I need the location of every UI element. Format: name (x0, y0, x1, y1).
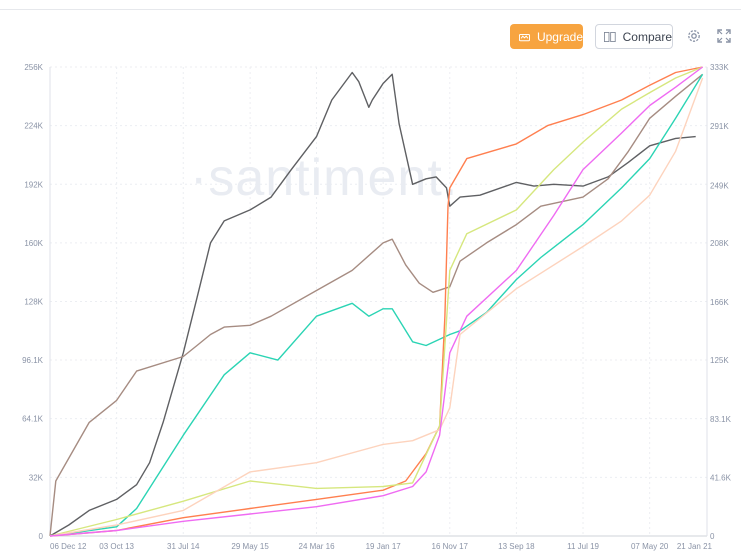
x-tick-label: 16 Nov 17 (432, 542, 469, 551)
chart-grid (49, 66, 708, 537)
series-line (49, 66, 704, 537)
x-tick-label: 13 Sep 18 (498, 542, 535, 551)
compare-button[interactable]: Compare (595, 24, 673, 49)
x-tick-label: 19 Jan 17 (366, 542, 402, 551)
series-line (49, 66, 703, 537)
series-line (49, 73, 704, 537)
upgrade-button[interactable]: Upgrade (510, 24, 583, 49)
crown-icon (519, 33, 530, 41)
chart-series (49, 66, 704, 537)
y-left-tick-label: 0 (39, 532, 44, 541)
y-left-tick-label: 32K (29, 473, 44, 482)
y-left-tick-label: 192K (24, 180, 43, 189)
series-line (49, 73, 704, 537)
y-left-tick-label: 256K (24, 63, 43, 72)
line-chart: ·santiment. 0 32K 64.1K 96.1K 128K 160K 192K 22… (22, 63, 732, 551)
x-tick-label: 21 Jan 21 (677, 542, 713, 551)
compare-icon (604, 31, 616, 42)
fullscreen-icon[interactable] (716, 28, 732, 44)
y-left-tick-label: 64.1K (22, 415, 44, 424)
x-tick-label: 31 Jul 14 (167, 542, 200, 551)
series-line (49, 66, 703, 537)
series-line (49, 77, 704, 537)
gear-icon[interactable] (686, 28, 702, 44)
x-tick-label: 07 May 20 (631, 542, 669, 551)
y-right-tick-label: 333K (710, 63, 729, 72)
y-axis-left: 0 32K 64.1K 96.1K 128K 160K 192K 224K 256K (22, 63, 44, 541)
y-left-tick-label: 224K (24, 122, 43, 131)
x-tick-label: 03 Oct 13 (99, 542, 134, 551)
y-right-tick-label: 291K (710, 122, 729, 131)
santiment-watermark: ·santiment. (190, 149, 458, 207)
series-line (49, 71, 696, 537)
top-divider (0, 9, 741, 10)
y-left-tick-label: 160K (24, 239, 43, 248)
upgrade-label: Upgrade (536, 29, 583, 44)
x-tick-label: 29 May 15 (231, 542, 269, 551)
y-axis-right: 0 41.6K 83.1K 125K 166K 208K 249K 291K 333K (710, 63, 732, 541)
y-right-tick-label: 0 (710, 532, 715, 541)
x-tick-label: 24 Mar 16 (299, 542, 336, 551)
x-axis: 06 Dec 12 03 Oct 13 31 Jul 14 29 May 15 24 M… (50, 542, 713, 551)
x-tick-label: 06 Dec 12 (50, 542, 87, 551)
y-left-tick-label: 96.1K (22, 356, 44, 365)
y-right-tick-label: 83.1K (710, 415, 732, 424)
y-right-tick-label: 208K (710, 239, 729, 248)
y-right-tick-label: 166K (710, 298, 729, 307)
y-left-tick-label: 128K (24, 298, 43, 307)
x-tick-label: 11 Jul 19 (567, 542, 599, 551)
compare-label: Compare (622, 29, 672, 44)
y-right-tick-label: 249K (710, 181, 729, 190)
y-right-tick-label: 125K (710, 356, 729, 365)
y-right-tick-label: 41.6K (710, 473, 732, 482)
